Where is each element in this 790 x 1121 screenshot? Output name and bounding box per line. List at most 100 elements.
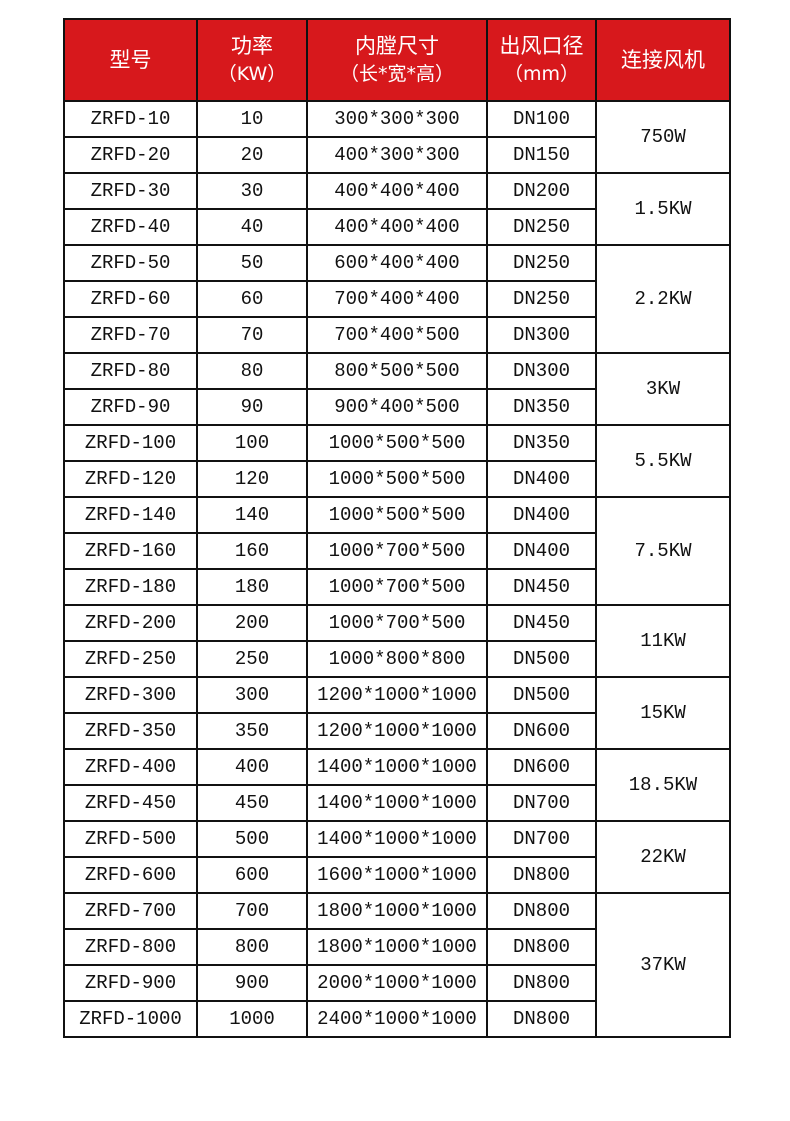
cell-size: 1200*1000*1000	[306, 676, 488, 714]
table-row: ZRFD-450 450 1400*1000*1000 DN700	[63, 784, 730, 822]
table-row: ZRFD-160 160 1000*700*500 DN400	[63, 532, 730, 570]
cell-size: 1400*1000*1000	[306, 820, 488, 858]
cell-size: 1000*800*800	[306, 640, 488, 678]
table-row: ZRFD-40 40 400*400*400 DN250	[63, 208, 730, 246]
table-row: ZRFD-400 400 1400*1000*1000 DN600 18.5KW	[63, 748, 731, 822]
cell-size: 600*400*400	[306, 244, 488, 282]
cell-power: 120	[196, 460, 308, 498]
table-row: ZRFD-30 30 400*400*400 DN200 1.5KW	[63, 172, 731, 246]
cell-power: 50	[196, 244, 308, 282]
table-row: ZRFD-90 90 900*400*500 DN350	[63, 388, 730, 426]
cell-outlet: DN400	[486, 460, 597, 498]
cell-size: 1000*500*500	[306, 496, 488, 534]
table-row: ZRFD-800 800 1800*1000*1000 DN800	[63, 928, 730, 966]
cell-power: 350	[196, 712, 308, 750]
cell-outlet: DN300	[486, 316, 597, 354]
cell-model: ZRFD-700	[63, 892, 198, 930]
cell-outlet: DN700	[486, 820, 597, 858]
cell-model: ZRFD-100	[63, 424, 198, 462]
cell-size: 1800*1000*1000	[306, 928, 488, 966]
cell-model: ZRFD-900	[63, 964, 198, 1002]
header-power: 功率 （KW）	[196, 18, 308, 102]
table-row: ZRFD-300 300 1200*1000*1000 DN500 15KW	[63, 676, 731, 750]
cell-power: 250	[196, 640, 308, 678]
table-row: ZRFD-60 60 700*400*400 DN250	[63, 280, 730, 318]
cell-model: ZRFD-300	[63, 676, 198, 714]
cell-model: ZRFD-450	[63, 784, 198, 822]
cell-fan: 11KW	[595, 604, 731, 678]
cell-outlet: DN250	[486, 280, 597, 318]
cell-size: 1600*1000*1000	[306, 856, 488, 894]
cell-size: 1000*500*500	[306, 460, 488, 498]
cell-outlet: DN150	[486, 136, 597, 174]
header-fan-label: 连接风机	[621, 48, 705, 72]
table-row: ZRFD-1000 1000 2400*1000*1000 DN800	[63, 1000, 730, 1038]
cell-fan: 2.2KW	[595, 244, 731, 354]
cell-power: 500	[196, 820, 308, 858]
cell-model: ZRFD-10	[63, 100, 198, 138]
cell-power: 900	[196, 964, 308, 1002]
cell-size: 800*500*500	[306, 352, 488, 390]
header-model: 型号	[63, 18, 198, 102]
cell-outlet: DN800	[486, 856, 597, 894]
cell-outlet: DN450	[486, 568, 597, 606]
cell-outlet: DN250	[486, 244, 597, 282]
table-row: ZRFD-250 250 1000*800*800 DN500	[63, 640, 730, 678]
cell-outlet: DN450	[486, 604, 597, 642]
cell-outlet: DN250	[486, 208, 597, 246]
cell-outlet: DN300	[486, 352, 597, 390]
cell-model: ZRFD-70	[63, 316, 198, 354]
cell-size: 400*300*300	[306, 136, 488, 174]
table-body: ZRFD-10 10 300*300*300 DN100 750W ZRFD-20 20 40…	[63, 100, 731, 1038]
cell-size: 400*400*400	[306, 172, 488, 210]
table-row: ZRFD-10 10 300*300*300 DN100 750W	[63, 100, 731, 174]
cell-power: 800	[196, 928, 308, 966]
cell-model: ZRFD-60	[63, 280, 198, 318]
table-row: ZRFD-70 70 700*400*500 DN300	[63, 316, 730, 354]
cell-outlet: DN700	[486, 784, 597, 822]
cell-fan: 37KW	[595, 892, 731, 1038]
cell-model: ZRFD-350	[63, 712, 198, 750]
cell-power: 70	[196, 316, 308, 354]
cell-model: ZRFD-80	[63, 352, 198, 390]
header-model-label: 型号	[109, 48, 152, 72]
cell-model: ZRFD-40	[63, 208, 198, 246]
cell-model: ZRFD-500	[63, 820, 198, 858]
cell-size: 2000*1000*1000	[306, 964, 488, 1002]
cell-outlet: DN500	[486, 676, 597, 714]
cell-power: 450	[196, 784, 308, 822]
table-row: ZRFD-180 180 1000*700*500 DN450	[63, 568, 730, 606]
cell-power: 300	[196, 676, 308, 714]
table-row: ZRFD-140 140 1000*500*500 DN400 7.5KW	[63, 496, 731, 606]
cell-fan: 18.5KW	[595, 748, 731, 822]
cell-model: ZRFD-400	[63, 748, 198, 786]
cell-power: 60	[196, 280, 308, 318]
header-outlet-label: 出风口径	[499, 34, 584, 58]
table-row: ZRFD-80 80 800*500*500 DN300 3KW	[63, 352, 731, 426]
cell-model: ZRFD-1000	[63, 1000, 198, 1038]
cell-model: ZRFD-200	[63, 604, 198, 642]
cell-outlet: DN600	[486, 712, 597, 750]
cell-power: 10	[196, 100, 308, 138]
cell-outlet: DN400	[486, 496, 597, 534]
cell-outlet: DN100	[486, 100, 597, 138]
cell-outlet: DN200	[486, 172, 597, 210]
cell-model: ZRFD-90	[63, 388, 198, 426]
cell-outlet: DN600	[486, 748, 597, 786]
table-row: ZRFD-500 500 1400*1000*1000 DN700 22KW	[63, 820, 731, 894]
cell-fan: 1.5KW	[595, 172, 731, 246]
cell-power: 80	[196, 352, 308, 390]
header-power-unit: （KW）	[217, 63, 287, 85]
cell-size: 300*300*300	[306, 100, 488, 138]
cell-size: 1800*1000*1000	[306, 892, 488, 930]
cell-fan: 22KW	[595, 820, 731, 894]
header-fan: 连接风机	[595, 18, 731, 102]
cell-fan: 5.5KW	[595, 424, 731, 498]
cell-fan: 7.5KW	[595, 496, 731, 606]
table-row: ZRFD-600 600 1600*1000*1000 DN800	[63, 856, 730, 894]
cell-power: 1000	[196, 1000, 308, 1038]
cell-model: ZRFD-20	[63, 136, 198, 174]
cell-size: 2400*1000*1000	[306, 1000, 488, 1038]
cell-model: ZRFD-180	[63, 568, 198, 606]
cell-outlet: DN400	[486, 532, 597, 570]
